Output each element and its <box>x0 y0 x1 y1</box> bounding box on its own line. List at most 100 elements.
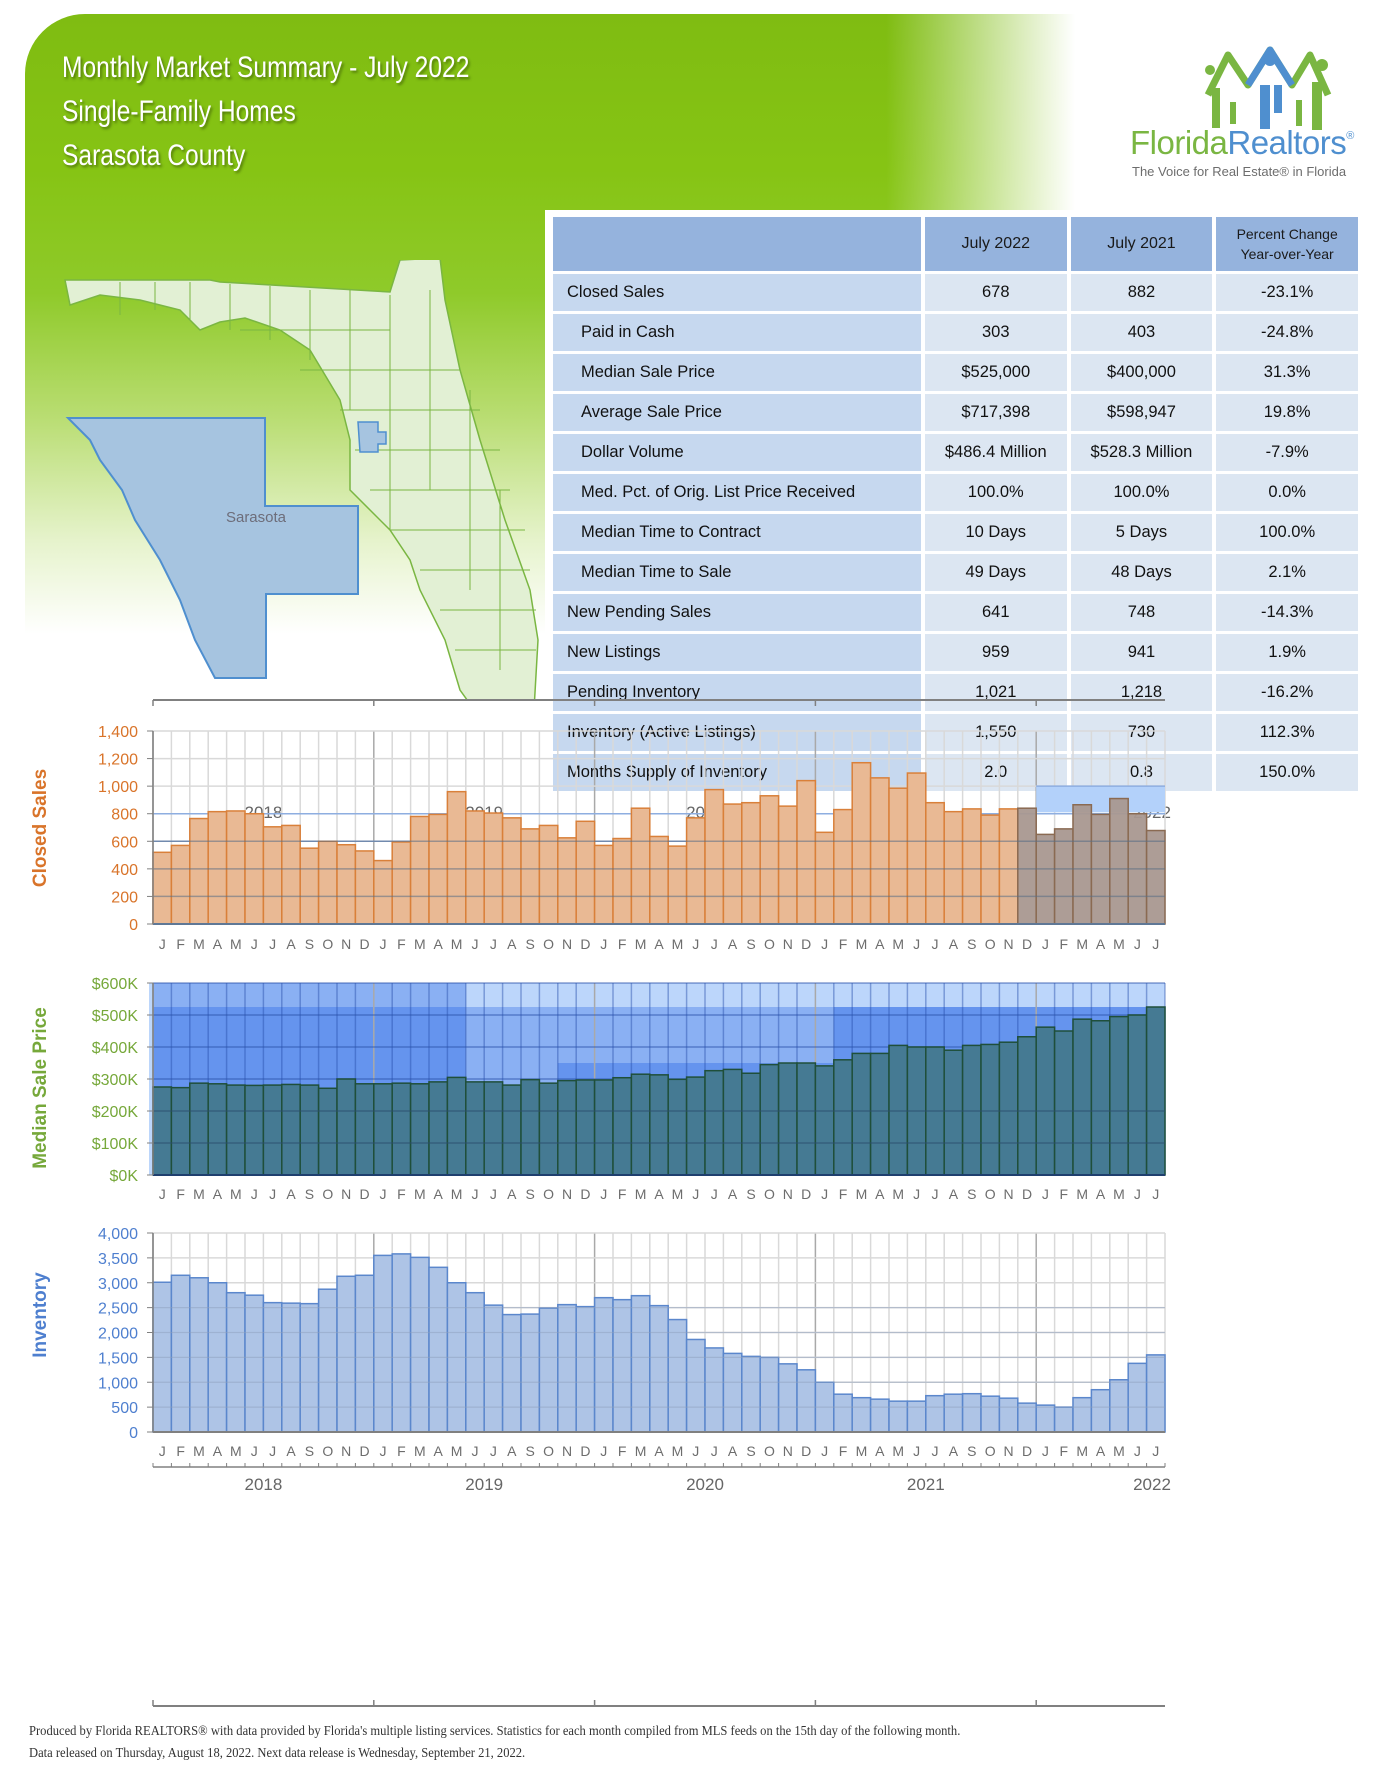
value-percent-change: 1.9% <box>1216 634 1358 671</box>
month-label: M <box>856 1186 868 1202</box>
month-label: M <box>1076 1443 1088 1459</box>
value-previous: 1,218 <box>1070 674 1213 711</box>
month-label: M <box>892 1186 904 1202</box>
value-previous: 730 <box>1070 714 1213 751</box>
month-label: F <box>839 1186 848 1202</box>
inventory-bars <box>152 1253 1166 1433</box>
month-label: A <box>875 1443 885 1459</box>
inventory-bar <box>170 1274 191 1433</box>
month-label: N <box>783 936 793 952</box>
inventory-bar <box>925 1394 945 1433</box>
value-previous: 5 Days <box>1070 514 1213 551</box>
month-label: A <box>1096 936 1106 952</box>
month-label: S <box>305 936 314 952</box>
month-label: J <box>380 1186 387 1202</box>
closed-sales-bar <box>1145 829 1166 925</box>
month-label: M <box>414 1186 426 1202</box>
value-percent-change: 2.1% <box>1216 554 1358 591</box>
table-row: New Listings 959 941 1.9% <box>553 634 1358 671</box>
table-row: Average Sale Price $717,398 $598,947 19.8% <box>553 394 1358 431</box>
inventory-bar <box>906 1400 927 1433</box>
closed-sales-bar <box>667 845 688 925</box>
median-price-bar <box>888 1044 909 1176</box>
row-label: Median Time to Contract <box>553 514 921 551</box>
y-tick-label: 2,500 <box>98 1301 138 1318</box>
month-label: J <box>711 1186 718 1202</box>
month-label: M <box>856 1443 868 1459</box>
month-label: M <box>892 936 904 952</box>
month-label: M <box>230 936 242 952</box>
sarasota-county-location <box>357 421 387 453</box>
value-current: 10 Days <box>924 514 1067 551</box>
inventory-bar <box>1127 1362 1148 1433</box>
inventory-bar <box>575 1305 596 1433</box>
median-price-bar <box>1145 1006 1166 1176</box>
closed-sales-bar <box>557 837 577 925</box>
closed-sales-bar <box>685 817 706 925</box>
inventory-bar <box>281 1302 301 1433</box>
y-tick-label: 800 <box>111 807 138 824</box>
florida-county-map: Sarasota <box>64 260 539 700</box>
table-row: Pending Inventory 1,021 1,218 -16.2% <box>553 674 1358 711</box>
closed-sales-bar <box>446 790 467 925</box>
month-label: A <box>286 1186 296 1202</box>
value-current: 303 <box>924 314 1067 351</box>
table-row: Inventory (Active Listings) 1,550 730 112.3… <box>553 714 1358 751</box>
month-label: J <box>1042 936 1049 952</box>
month-label: A <box>728 1443 738 1459</box>
closed-sales-bar <box>704 788 725 925</box>
median-price-bar <box>980 1043 1001 1176</box>
month-label: A <box>434 936 444 952</box>
inventory-bar <box>1035 1404 1056 1433</box>
closed-sales-bar <box>851 761 872 925</box>
month-label: J <box>1152 936 1159 952</box>
month-label: J <box>913 1443 920 1459</box>
table-header-row: July 2022 July 2021 Percent Change Year-… <box>553 217 1358 271</box>
month-label: J <box>269 1443 276 1459</box>
inventory-bar <box>851 1396 872 1433</box>
month-label: A <box>213 1186 223 1202</box>
inventory-bar <box>833 1393 853 1433</box>
month-label: S <box>967 1443 976 1459</box>
y-tick-label: 1,400 <box>98 724 138 741</box>
y-tick-label: $0K <box>110 1168 139 1185</box>
median-price-bar <box>796 1062 817 1176</box>
closed-sales-bar <box>814 831 835 925</box>
closed-sales-bar <box>630 807 651 925</box>
y-axis-title: Closed Sales <box>30 769 51 887</box>
median-price-bar <box>1072 1018 1093 1176</box>
month-label: N <box>1004 1443 1014 1459</box>
closed-sales-bar <box>888 787 909 925</box>
median-price-bar <box>373 1083 393 1176</box>
median-price-bar <box>943 1049 964 1176</box>
month-label: F <box>397 1443 406 1459</box>
month-label: F <box>1060 936 1069 952</box>
inventory-bar <box>225 1291 246 1433</box>
month-label: N <box>341 1443 351 1459</box>
value-percent-change: 0.0% <box>1216 474 1358 511</box>
month-label: F <box>176 1443 185 1459</box>
closed-sales-bar <box>501 817 522 925</box>
table-row: Paid in Cash 303 403 -24.8% <box>553 314 1358 351</box>
value-previous: 48 Days <box>1070 554 1213 591</box>
month-label: J <box>821 1443 828 1459</box>
inventory-bar <box>759 1356 780 1433</box>
y-axis-title: Inventory <box>30 1272 51 1358</box>
y-tick-label: 2,000 <box>98 1326 138 1343</box>
inventory-bar <box>667 1318 688 1433</box>
inventory-bar <box>520 1313 541 1433</box>
value-current: $717,398 <box>924 394 1067 431</box>
sarasota-label: Sarasota <box>226 509 287 526</box>
month-label: J <box>380 936 387 952</box>
month-label: M <box>672 936 684 952</box>
value-percent-change: 31.3% <box>1216 354 1358 391</box>
y-tick-label: 3,000 <box>98 1276 138 1293</box>
month-label: F <box>618 1186 627 1202</box>
month-label: J <box>159 936 166 952</box>
median-price-bar <box>833 1059 853 1176</box>
logo-name-florida: Florida <box>1130 124 1228 161</box>
value-percent-change: -7.9% <box>1216 434 1358 471</box>
inventory-bar <box>1072 1396 1093 1433</box>
month-label: M <box>635 936 647 952</box>
